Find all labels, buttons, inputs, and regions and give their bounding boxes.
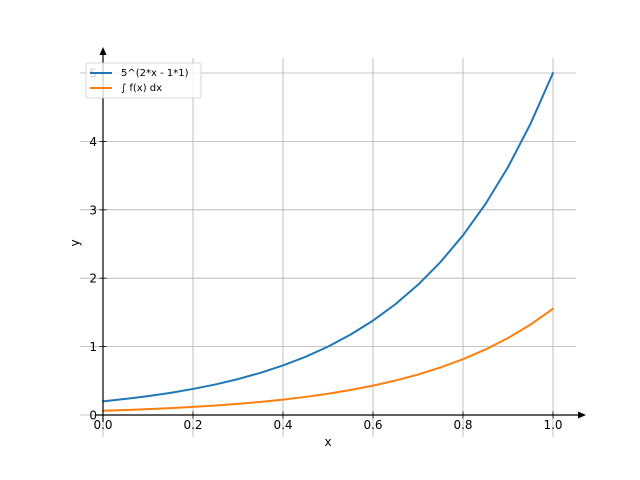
y-tick-label-1: 1: [89, 340, 97, 354]
grid: [80, 58, 576, 437]
x-axis-arrow: [578, 411, 586, 419]
axes: [96, 47, 586, 422]
series-line-2: [102, 307, 554, 412]
x-tick-label-3: 0.6: [363, 418, 382, 432]
tick-labels: 0.00.20.40.60.81.0012345: [89, 67, 562, 433]
series-layer: [102, 72, 554, 412]
legend-label-series-1: 5^(2*x - 1*1): [121, 68, 189, 79]
x-tick-label-0: 0.0: [93, 418, 112, 432]
y-axis-arrow: [99, 47, 107, 55]
y-tick-label-0: 0: [89, 409, 97, 423]
legend: 5^(2*x - 1*1) ∫ f(x) dx: [85, 62, 202, 99]
legend-frame: [85, 62, 202, 99]
series-line-1: [102, 72, 554, 403]
y-tick-label-4: 4: [89, 135, 97, 149]
y-axis-label: y: [68, 239, 82, 246]
y-tick-label-3: 3: [89, 203, 97, 217]
x-tick-label-1: 0.2: [183, 418, 202, 432]
legend-label-series-2: ∫ f(x) dx: [121, 83, 162, 94]
y-tick-label-2: 2: [89, 272, 97, 286]
x-tick-label-4: 0.8: [453, 418, 472, 432]
x-tick-label-2: 0.4: [273, 418, 292, 432]
x-axis-label: x: [324, 435, 331, 449]
x-tick-label-5: 1.0: [543, 418, 562, 432]
